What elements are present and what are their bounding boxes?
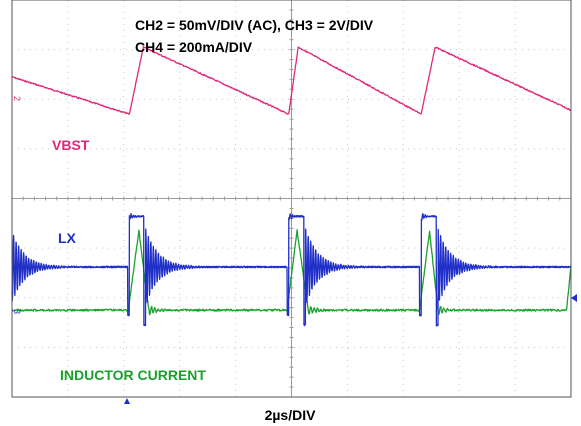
vbst-trace (11, 46, 572, 115)
graticule (11, 0, 572, 397)
inductor-current-trace (11, 229, 572, 316)
plot-border (11, 0, 572, 398)
trigger-level-marker (571, 294, 577, 302)
scope-settings-line-2: CH4 = 200mA/DIV (135, 39, 253, 55)
channel-2-marker: 2 (12, 96, 22, 101)
traces (11, 46, 572, 327)
series-label-vbst: VBST (52, 137, 90, 153)
channel-3-marker: 3 (12, 309, 22, 314)
x-axis-label: 2µs/DIV (265, 407, 317, 423)
scope-settings-line-1: CH2 = 50mV/DIV (AC), CH3 = 2V/DIV (135, 17, 374, 33)
lx-trace (11, 213, 572, 327)
trigger-position-marker (124, 398, 130, 404)
series-label-inductor-current: INDUCTOR CURRENT (60, 367, 206, 383)
series-label-lx: LX (58, 230, 77, 246)
